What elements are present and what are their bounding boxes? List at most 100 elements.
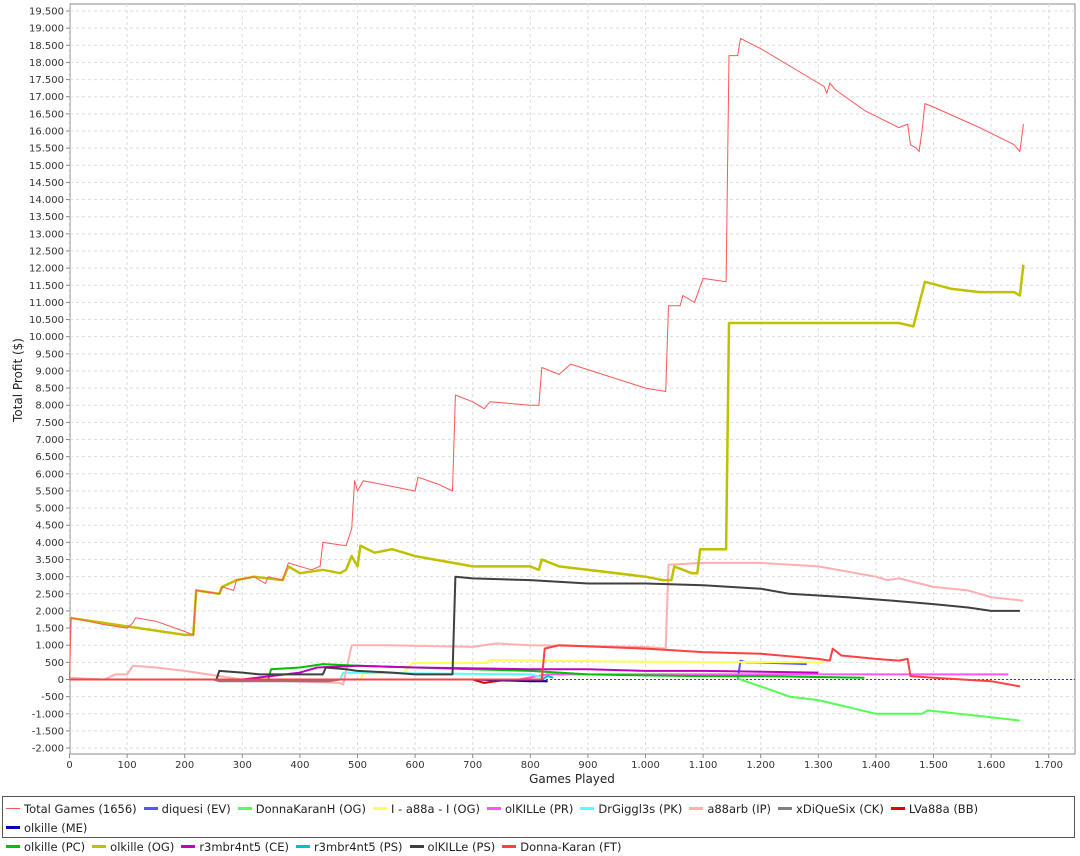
legend-item: a88arb (IP) (689, 799, 771, 818)
legend-label: r3mbr4nt5 (CE) (199, 839, 289, 854)
y-tick-label: 12.500 (29, 246, 64, 257)
x-tick-label: 1.300 (804, 760, 833, 771)
series-line-donna-karan-ft (69, 644, 1021, 688)
legend-item: olkille (ME) (6, 818, 87, 837)
legend-swatch (295, 845, 310, 848)
legend-label: Donna-Karan (FT) (520, 839, 622, 854)
y-tick-label: 4.500 (35, 521, 64, 532)
y-axis: -2.000 -1.500 -1.000 -500 0 500 1.000 1.500 2.00… (29, 7, 70, 755)
legend-item: DonnaKaranH (OG) (237, 799, 366, 818)
y-tick-label: 11.000 (29, 298, 64, 309)
x-tick-label: 300 (233, 760, 252, 771)
legend-swatch (502, 845, 517, 848)
x-tick-label: 800 (521, 760, 540, 771)
y-tick-label: 4.000 (35, 538, 64, 549)
y-tick-label: 17.000 (29, 92, 64, 103)
y-tick-label: 8.000 (35, 401, 64, 412)
y-tick-label: 19.500 (29, 7, 64, 18)
x-tick-label: 1.600 (977, 760, 1006, 771)
series-line-total-games-1656 (69, 37, 1024, 680)
legend-item: Total Games (1656) (6, 799, 137, 818)
x-tick-label: 1.100 (689, 760, 718, 771)
legend-label: Total Games (1656) (24, 801, 137, 816)
legend-swatch (143, 807, 158, 810)
series-line-donnakaranh-og (737, 676, 1021, 722)
y-tick-label: 17.500 (29, 75, 64, 86)
x-tick-label: 1.200 (746, 760, 775, 771)
y-tick-label: 2.000 (35, 606, 64, 617)
series-line-olkille-ps (215, 575, 1020, 680)
y-tick-label: -500 (41, 692, 64, 703)
y-tick-label: 10.000 (29, 332, 64, 343)
y-tick-label: 13.000 (29, 229, 64, 240)
legend-label: olKILLe (PR) (505, 801, 574, 816)
series-line-a88arb-ip (69, 561, 1024, 686)
y-tick-label: -2.000 (32, 744, 64, 755)
y-tick-label: 13.500 (29, 212, 64, 223)
legend-swatch (778, 807, 793, 810)
legend-item: LVa88a (BB) (890, 799, 978, 818)
y-tick-label: 6.500 (35, 452, 64, 463)
x-tick-label: 500 (348, 760, 367, 771)
series-line-i-a88a-i-og (69, 659, 825, 681)
plot-area (69, 3, 1076, 755)
x-tick-label: 1.000 (631, 760, 660, 771)
legend-label: DonnaKaranH (OG) (255, 801, 366, 816)
legend-label: diquesi (EV) (161, 801, 231, 816)
legend-item: diquesi (EV) (143, 799, 231, 818)
y-tick-label: 18.500 (29, 41, 64, 52)
legend-swatch (580, 807, 595, 810)
x-tick-label: 600 (406, 760, 425, 771)
legend-label: r3mbr4nt5 (PS) (313, 839, 403, 854)
y-tick-label: 18.000 (29, 58, 64, 69)
line-chart: -2.000 -1.500 -1.000 -500 0 500 1.000 1.500 2.00… (11, 3, 1076, 786)
y-tick-label: 14.000 (29, 195, 64, 206)
legend-swatch (92, 845, 107, 848)
y-tick-label: -1.000 (32, 709, 64, 720)
y-tick-label: -1.500 (32, 726, 64, 737)
y-tick-label: 19.000 (29, 24, 64, 35)
legend: Total Games (1656) diquesi (EV) DonnaKaran… (2, 796, 1075, 854)
grid (69, 4, 1075, 754)
y-tick-label: 15.500 (29, 144, 64, 155)
legend-swatch (409, 845, 424, 848)
y-tick-label: 0 (58, 675, 64, 686)
legend-label: olKILLe (PS) (427, 839, 496, 854)
legend-swatch (372, 807, 387, 810)
x-tick-label: 900 (578, 760, 597, 771)
y-tick-label: 7.500 (35, 418, 64, 429)
legend-swatch (6, 808, 20, 809)
y-tick-label: 15.000 (29, 161, 64, 172)
x-tick-label: 0 (66, 760, 72, 771)
y-tick-label: 12.000 (29, 264, 64, 275)
y-tick-label: 3.500 (35, 555, 64, 566)
legend-swatch (181, 845, 196, 848)
legend-swatch (487, 807, 501, 810)
y-tick-label: 9.500 (35, 349, 64, 360)
legend-label: a88arb (IP) (707, 801, 772, 816)
y-tick-label: 1.500 (35, 624, 64, 635)
x-tick-label: 1.500 (919, 760, 948, 771)
x-axis-label: Games Played (529, 772, 615, 786)
y-tick-label: 11.500 (29, 281, 64, 292)
y-tick-label: 14.500 (29, 178, 64, 189)
x-tick-label: 1.400 (862, 760, 891, 771)
legend-item: I - a88a - I (OG) (372, 799, 480, 818)
y-tick-label: 2.500 (35, 589, 64, 600)
legend-label: olkille (ME) (24, 820, 88, 835)
legend-item: olKILLe (PR) (487, 799, 573, 818)
legend-label: xDiQueSix (CK) (796, 801, 884, 816)
legend-label: olkille (PC) (24, 839, 86, 854)
legend-swatch (6, 826, 20, 829)
y-tick-label: 9.000 (35, 366, 64, 377)
x-tick-label: 400 (290, 760, 309, 771)
x-tick-label: 100 (118, 760, 137, 771)
legend-swatch (689, 807, 704, 810)
y-tick-label: 10.500 (29, 315, 64, 326)
legend-label: I - a88a - I (OG) (390, 801, 480, 816)
y-tick-label: 7.000 (35, 435, 64, 446)
legend-label: olkille (OG) (110, 839, 175, 854)
legend-label: DrGiggl3s (PK) (598, 801, 683, 816)
legend-swatch (237, 807, 252, 810)
series-group (69, 37, 1025, 722)
